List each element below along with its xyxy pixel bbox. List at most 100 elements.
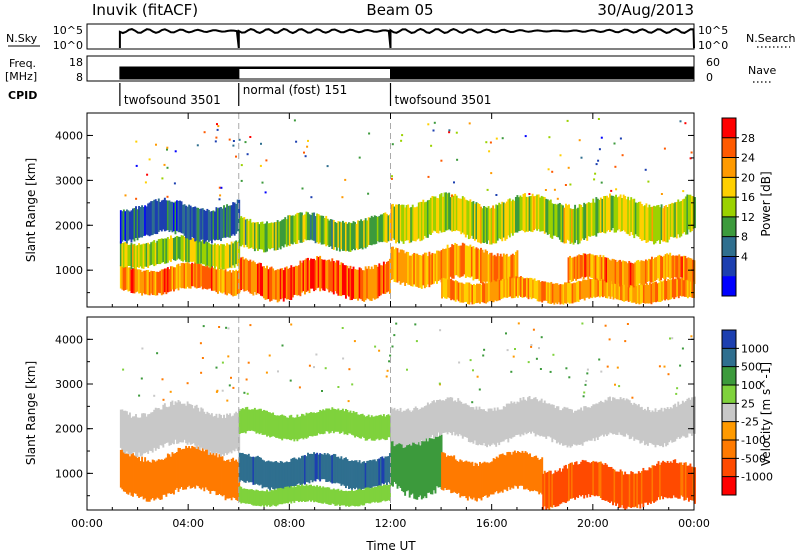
- heatmap-cell: [524, 399, 526, 433]
- heatmap-cell: [643, 205, 646, 241]
- heatmap-cell: [267, 460, 270, 489]
- heatmap-cell: [419, 445, 422, 496]
- heatmap-cell: [348, 268, 350, 297]
- heatmap-cell: [419, 255, 422, 288]
- heatmap-cell: [385, 415, 388, 440]
- heatmap-cell: [463, 243, 466, 275]
- heatmap-cell: [620, 280, 623, 301]
- heatmap-cell: [483, 461, 486, 496]
- heatmap-cell: [526, 452, 528, 489]
- colorbar-tick-label: 28: [741, 132, 755, 145]
- heatmap-cell: [686, 465, 689, 498]
- heatmap-speck: [230, 376, 232, 379]
- heatmap-cell: [382, 213, 385, 242]
- heatmap-cell: [611, 277, 613, 297]
- heatmap-speck: [614, 165, 617, 168]
- heatmap-cell: [568, 463, 570, 501]
- heatmap-cell: [192, 446, 195, 487]
- heatmap-speck: [433, 121, 436, 124]
- colorbar-tick-label: 24: [741, 152, 755, 165]
- heatmap-cell: [492, 255, 495, 285]
- colorbar-swatch: [722, 137, 736, 158]
- heatmap-cell: [338, 221, 341, 252]
- heatmap-cell: [169, 235, 172, 262]
- heatmap-cell: [420, 255, 423, 289]
- heatmap-cell: [408, 410, 411, 445]
- heatmap-cell: [583, 202, 586, 241]
- heatmap-speck: [647, 180, 650, 183]
- heatmap-cell: [645, 203, 648, 243]
- heatmap-cell: [252, 456, 255, 485]
- heatmap-cell: [343, 411, 346, 435]
- heatmap-speck: [141, 347, 144, 350]
- heatmap-cell: [332, 220, 335, 250]
- heatmap-cell: [662, 411, 665, 448]
- heatmap-cell: [287, 462, 290, 487]
- heatmap-cell: [385, 213, 388, 243]
- heatmap-cell: [183, 448, 186, 490]
- heatmap-cell: [568, 408, 570, 446]
- heatmap-cell: [628, 260, 631, 288]
- heatmap-cell: [612, 397, 614, 435]
- heatmap-cell: [543, 400, 546, 437]
- heatmap-cell: [264, 223, 267, 253]
- heatmap-cell: [417, 409, 420, 443]
- heatmap-cell: [185, 236, 188, 262]
- heatmap-cell: [589, 202, 592, 237]
- heatmap-speck: [427, 123, 430, 126]
- heatmap-cell: [629, 282, 632, 302]
- heatmap-cell: [215, 269, 218, 293]
- heatmap-cell: [340, 489, 343, 506]
- heatmap-speck: [261, 181, 264, 184]
- heatmap-cell: [481, 208, 484, 243]
- heatmap-speck: [161, 177, 164, 180]
- heatmap-cell: [314, 453, 317, 482]
- heatmap-cell: [322, 454, 325, 480]
- heatmap-cell: [278, 221, 281, 248]
- heatmap-cell: [344, 221, 347, 252]
- heatmap-speck: [277, 370, 279, 373]
- heatmap-speck: [214, 140, 217, 143]
- heatmap-cell: [307, 485, 309, 502]
- heatmap-cell: [495, 204, 498, 244]
- heatmap-cell: [378, 263, 381, 297]
- heatmap-cell: [597, 276, 600, 297]
- heatmap-cell: [153, 460, 156, 501]
- heatmap-cell: [290, 458, 293, 488]
- heatmap-cell: [272, 462, 275, 490]
- heatmap-cell: [376, 415, 379, 439]
- heatmap-speck: [186, 382, 189, 385]
- heatmap-cell: [160, 269, 163, 296]
- heatmap-cell: [516, 278, 519, 298]
- heatmap-cell: [142, 270, 145, 294]
- heatmap-cell: [179, 448, 181, 489]
- heatmap-cell: [317, 214, 320, 244]
- heatmap-cell: [519, 397, 522, 437]
- freq-tick-top: 18: [69, 56, 83, 69]
- heatmap-speck: [378, 349, 381, 352]
- heatmap-cell: [176, 264, 178, 289]
- heatmap-cell: [578, 254, 581, 279]
- heatmap-cell: [334, 262, 337, 292]
- heatmap-cell: [233, 271, 236, 296]
- heatmap-cell: [417, 202, 420, 239]
- nave-label: Nave: [748, 64, 776, 77]
- heatmap-cell: [291, 417, 294, 440]
- heatmap-cell: [252, 260, 255, 296]
- heatmap-cell: [524, 193, 526, 233]
- heatmap-cell: [669, 407, 672, 441]
- heatmap-cell: [213, 415, 216, 454]
- heatmap-cell: [683, 402, 686, 437]
- heatmap-cell: [442, 196, 445, 233]
- heatmap-cell: [586, 407, 589, 442]
- heatmap-cell: [191, 207, 194, 237]
- heatmap-cell: [452, 245, 455, 279]
- velocity-plot: [119, 317, 696, 511]
- heatmap-cell: [677, 463, 680, 499]
- heatmap-cell: [174, 236, 177, 261]
- heatmap-cell: [344, 265, 347, 299]
- heatmap-cell: [346, 459, 349, 486]
- heatmap-cell: [252, 409, 255, 432]
- power-plot: [119, 113, 696, 307]
- heatmap-cell: [577, 464, 580, 498]
